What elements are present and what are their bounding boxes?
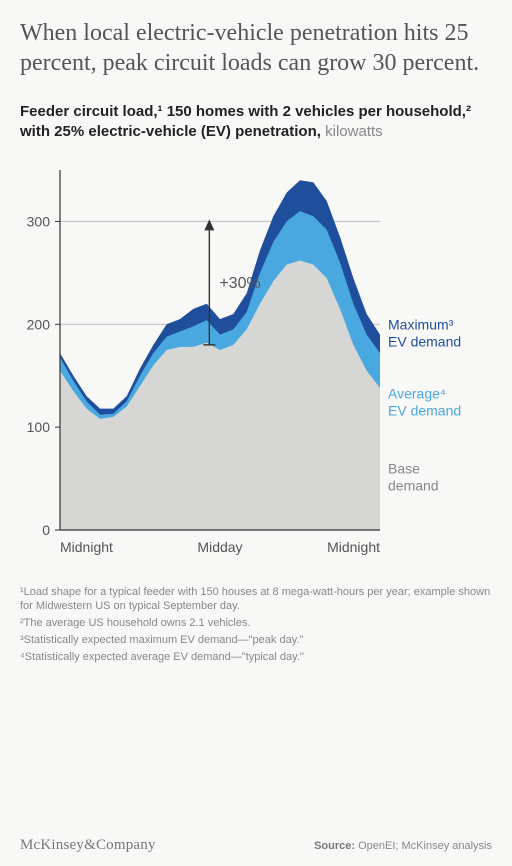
subhead-unit: kilowatts <box>321 123 383 140</box>
y-tick-label: 0 <box>42 522 50 538</box>
source-text: OpenEI; McKinsey analysis <box>355 840 492 852</box>
y-tick-label: 100 <box>27 419 51 435</box>
legend-max-line1: Maximum³ <box>388 316 454 332</box>
footnote-1: ¹Load shape for a typical feeder with 15… <box>20 585 492 615</box>
annotation-label: +30% <box>219 275 260 292</box>
subhead-bold: Feeder circuit load,¹ 150 homes with 2 v… <box>20 103 471 140</box>
footer: McKinsey&Company Source: OpenEI; McKinse… <box>20 823 492 854</box>
source-line: Source: OpenEI; McKinsey analysis <box>314 840 492 852</box>
y-tick-label: 300 <box>27 213 51 229</box>
footnote-3: ³Statistically expected maximum EV deman… <box>20 633 492 648</box>
chart-area: 0 100 200 300 Midnight Midday Midnight +30% Maxi… <box>20 155 492 575</box>
legend-avg-line1: Average⁴ <box>388 385 446 401</box>
footnote-4: ⁴Statistically expected average EV deman… <box>20 650 492 665</box>
footnotes: ¹Load shape for a typical feeder with 15… <box>20 585 492 667</box>
x-tick-label: Midday <box>197 539 242 555</box>
y-tick-label: 200 <box>27 316 51 332</box>
source-label: Source: <box>314 840 355 852</box>
legend-base-line1: Base <box>388 460 420 476</box>
x-tick-label: Midnight <box>60 539 113 555</box>
footnote-2: ²The average US household owns 2.1 vehic… <box>20 616 492 631</box>
headline: When local electric-vehicle penetration … <box>20 18 492 78</box>
page-container: When local electric-vehicle penetration … <box>0 0 512 866</box>
brand-logo: McKinsey&Company <box>20 837 156 854</box>
legend-max-line2: EV demand <box>388 333 461 349</box>
area-chart-svg: 0 100 200 300 Midnight Midday Midnight +30% Maxi… <box>20 155 492 575</box>
subhead: Feeder circuit load,¹ 150 homes with 2 v… <box>20 102 492 143</box>
legend-base-line2: demand <box>388 477 439 493</box>
x-tick-label: Midnight <box>327 539 380 555</box>
legend-avg-line2: EV demand <box>388 402 461 418</box>
